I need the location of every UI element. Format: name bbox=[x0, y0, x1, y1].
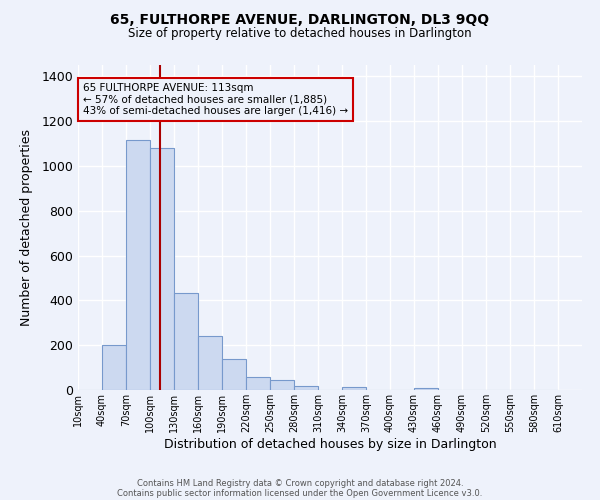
Bar bbox=[270, 380, 294, 390]
Bar bbox=[198, 336, 222, 390]
X-axis label: Distribution of detached houses by size in Darlington: Distribution of detached houses by size … bbox=[164, 438, 496, 450]
Bar bbox=[150, 148, 174, 390]
Bar bbox=[174, 292, 198, 390]
Text: Contains HM Land Registry data © Crown copyright and database right 2024.: Contains HM Land Registry data © Crown c… bbox=[137, 478, 463, 488]
Bar bbox=[414, 388, 438, 390]
Text: 65 FULTHORPE AVENUE: 113sqm
← 57% of detached houses are smaller (1,885)
43% of : 65 FULTHORPE AVENUE: 113sqm ← 57% of det… bbox=[83, 83, 348, 116]
Text: 65, FULTHORPE AVENUE, DARLINGTON, DL3 9QQ: 65, FULTHORPE AVENUE, DARLINGTON, DL3 9Q… bbox=[110, 12, 490, 26]
Bar bbox=[126, 140, 150, 390]
Bar bbox=[294, 386, 318, 390]
Bar bbox=[102, 345, 126, 390]
Text: Size of property relative to detached houses in Darlington: Size of property relative to detached ho… bbox=[128, 28, 472, 40]
Bar bbox=[222, 358, 246, 390]
Text: Contains public sector information licensed under the Open Government Licence v3: Contains public sector information licen… bbox=[118, 488, 482, 498]
Bar bbox=[246, 376, 270, 390]
Bar bbox=[342, 386, 366, 390]
Y-axis label: Number of detached properties: Number of detached properties bbox=[20, 129, 33, 326]
